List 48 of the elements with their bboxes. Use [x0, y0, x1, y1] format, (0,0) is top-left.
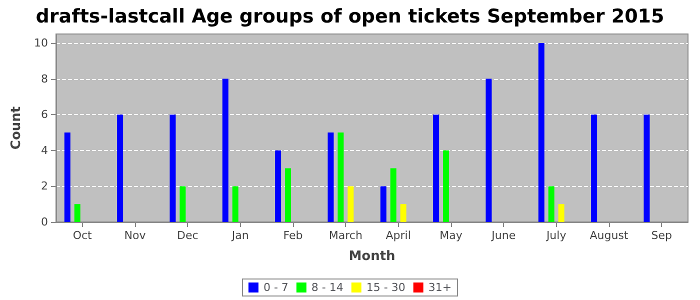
bar: [591, 114, 598, 222]
legend-label: 8 - 14: [311, 281, 344, 294]
bar: [548, 186, 554, 222]
x-axis-title: Month: [348, 249, 396, 264]
chart-title: drafts-lastcall Age groups of open tickets September 2015: [36, 6, 664, 28]
legend-label: 15 - 30: [366, 281, 406, 294]
legend-label: 0 - 7: [263, 281, 288, 294]
x-tick-label: Nov: [124, 229, 146, 242]
bar: [232, 186, 238, 222]
x-tick-label: May: [440, 229, 463, 242]
x-tick-label: March: [328, 229, 362, 242]
y-tick-label: 10: [34, 36, 48, 50]
bar: [486, 78, 492, 222]
x-tick-label: Sep: [651, 229, 672, 242]
bar: [443, 150, 450, 222]
bar: [222, 78, 228, 222]
bar: [338, 132, 344, 222]
x-tick-label: Oct: [72, 229, 93, 242]
bar: [538, 42, 544, 222]
bar: [117, 114, 124, 222]
y-tick-label: 2: [41, 180, 48, 193]
bar: [170, 114, 176, 222]
x-tick-label: Feb: [283, 229, 303, 242]
legend-label: 31+: [428, 281, 452, 294]
y-tick-label: 8: [41, 72, 48, 86]
y-tick-label: 0: [41, 216, 48, 228]
y-tick-label: 4: [41, 144, 48, 157]
bar: [380, 186, 386, 222]
x-tick-label: April: [386, 229, 411, 242]
bar: [400, 204, 406, 222]
x-tick-label: Dec: [177, 229, 198, 242]
x-tick-label: August: [590, 229, 629, 242]
y-axis-title: Count: [9, 106, 24, 150]
x-tick-label: July: [545, 229, 567, 242]
bar: [180, 186, 186, 222]
bar: [558, 204, 564, 222]
bar: [74, 204, 80, 222]
y-tick-label: 6: [41, 108, 48, 122]
bar: [433, 114, 440, 222]
x-tick-label: Jan: [230, 229, 249, 242]
bar: [390, 168, 396, 222]
bar: [275, 150, 282, 222]
bar: [328, 132, 334, 222]
bar: [348, 186, 354, 222]
bar: [644, 114, 650, 222]
bar: [64, 132, 70, 222]
x-tick-label: June: [490, 229, 516, 242]
bar: [285, 168, 292, 222]
